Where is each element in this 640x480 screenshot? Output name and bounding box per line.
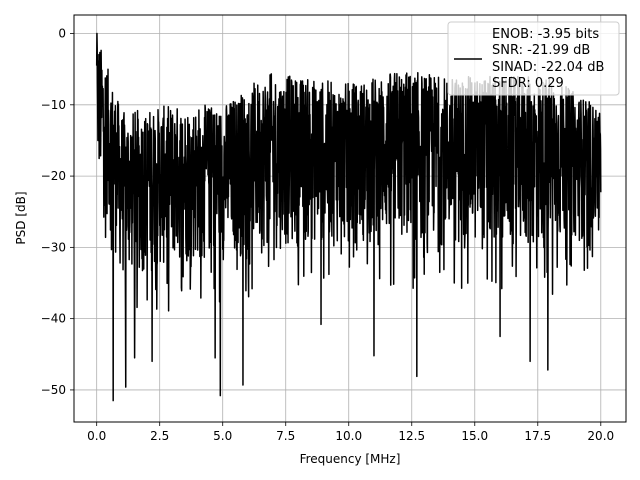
- y-tick-label: −40: [41, 312, 66, 326]
- x-axis-ticks: 0.0 2.5 5.0 7.5 10.0 12.5 15.0 17.5 20.0: [87, 422, 614, 443]
- legend-snr: SNR: -21.99 dB: [492, 43, 590, 58]
- axes-frame: [73, 14, 627, 423]
- x-tick-label: 12.5: [398, 429, 425, 443]
- x-tick-label: 2.5: [150, 429, 169, 443]
- y-tick-label: −10: [41, 98, 66, 112]
- x-tick-label: 20.0: [587, 429, 614, 443]
- legend-sfdr: SFDR: 0.29: [492, 76, 564, 91]
- x-axis-label: Frequency [MHz]: [300, 452, 401, 466]
- x-tick-label: 10.0: [335, 429, 362, 443]
- legend-sinad: SINAD: -22.04 dB: [492, 60, 604, 75]
- y-tick-label: −30: [41, 240, 66, 254]
- x-tick-label: 15.0: [461, 429, 488, 443]
- x-tick-label: 0.0: [87, 429, 106, 443]
- legend: ENOB: -3.95 bits SNR: -21.99 dB SINAD: -…: [447, 21, 620, 96]
- y-tick-label: −20: [41, 169, 66, 183]
- x-tick-label: 5.0: [213, 429, 232, 443]
- y-axis-ticks: 0 −10 −20 −30 −40 −50: [41, 27, 74, 397]
- x-tick-label: 7.5: [276, 429, 295, 443]
- legend-enob: ENOB: -3.95 bits: [492, 27, 599, 42]
- x-tick-label: 17.5: [524, 429, 551, 443]
- y-axis-label: PSD [dB]: [14, 191, 28, 244]
- y-tick-label: 0: [58, 27, 66, 41]
- y-tick-label: −50: [41, 383, 66, 397]
- legend-box: [447, 21, 620, 96]
- plot-area: [95, 32, 602, 402]
- psd-series-line: [95, 32, 602, 402]
